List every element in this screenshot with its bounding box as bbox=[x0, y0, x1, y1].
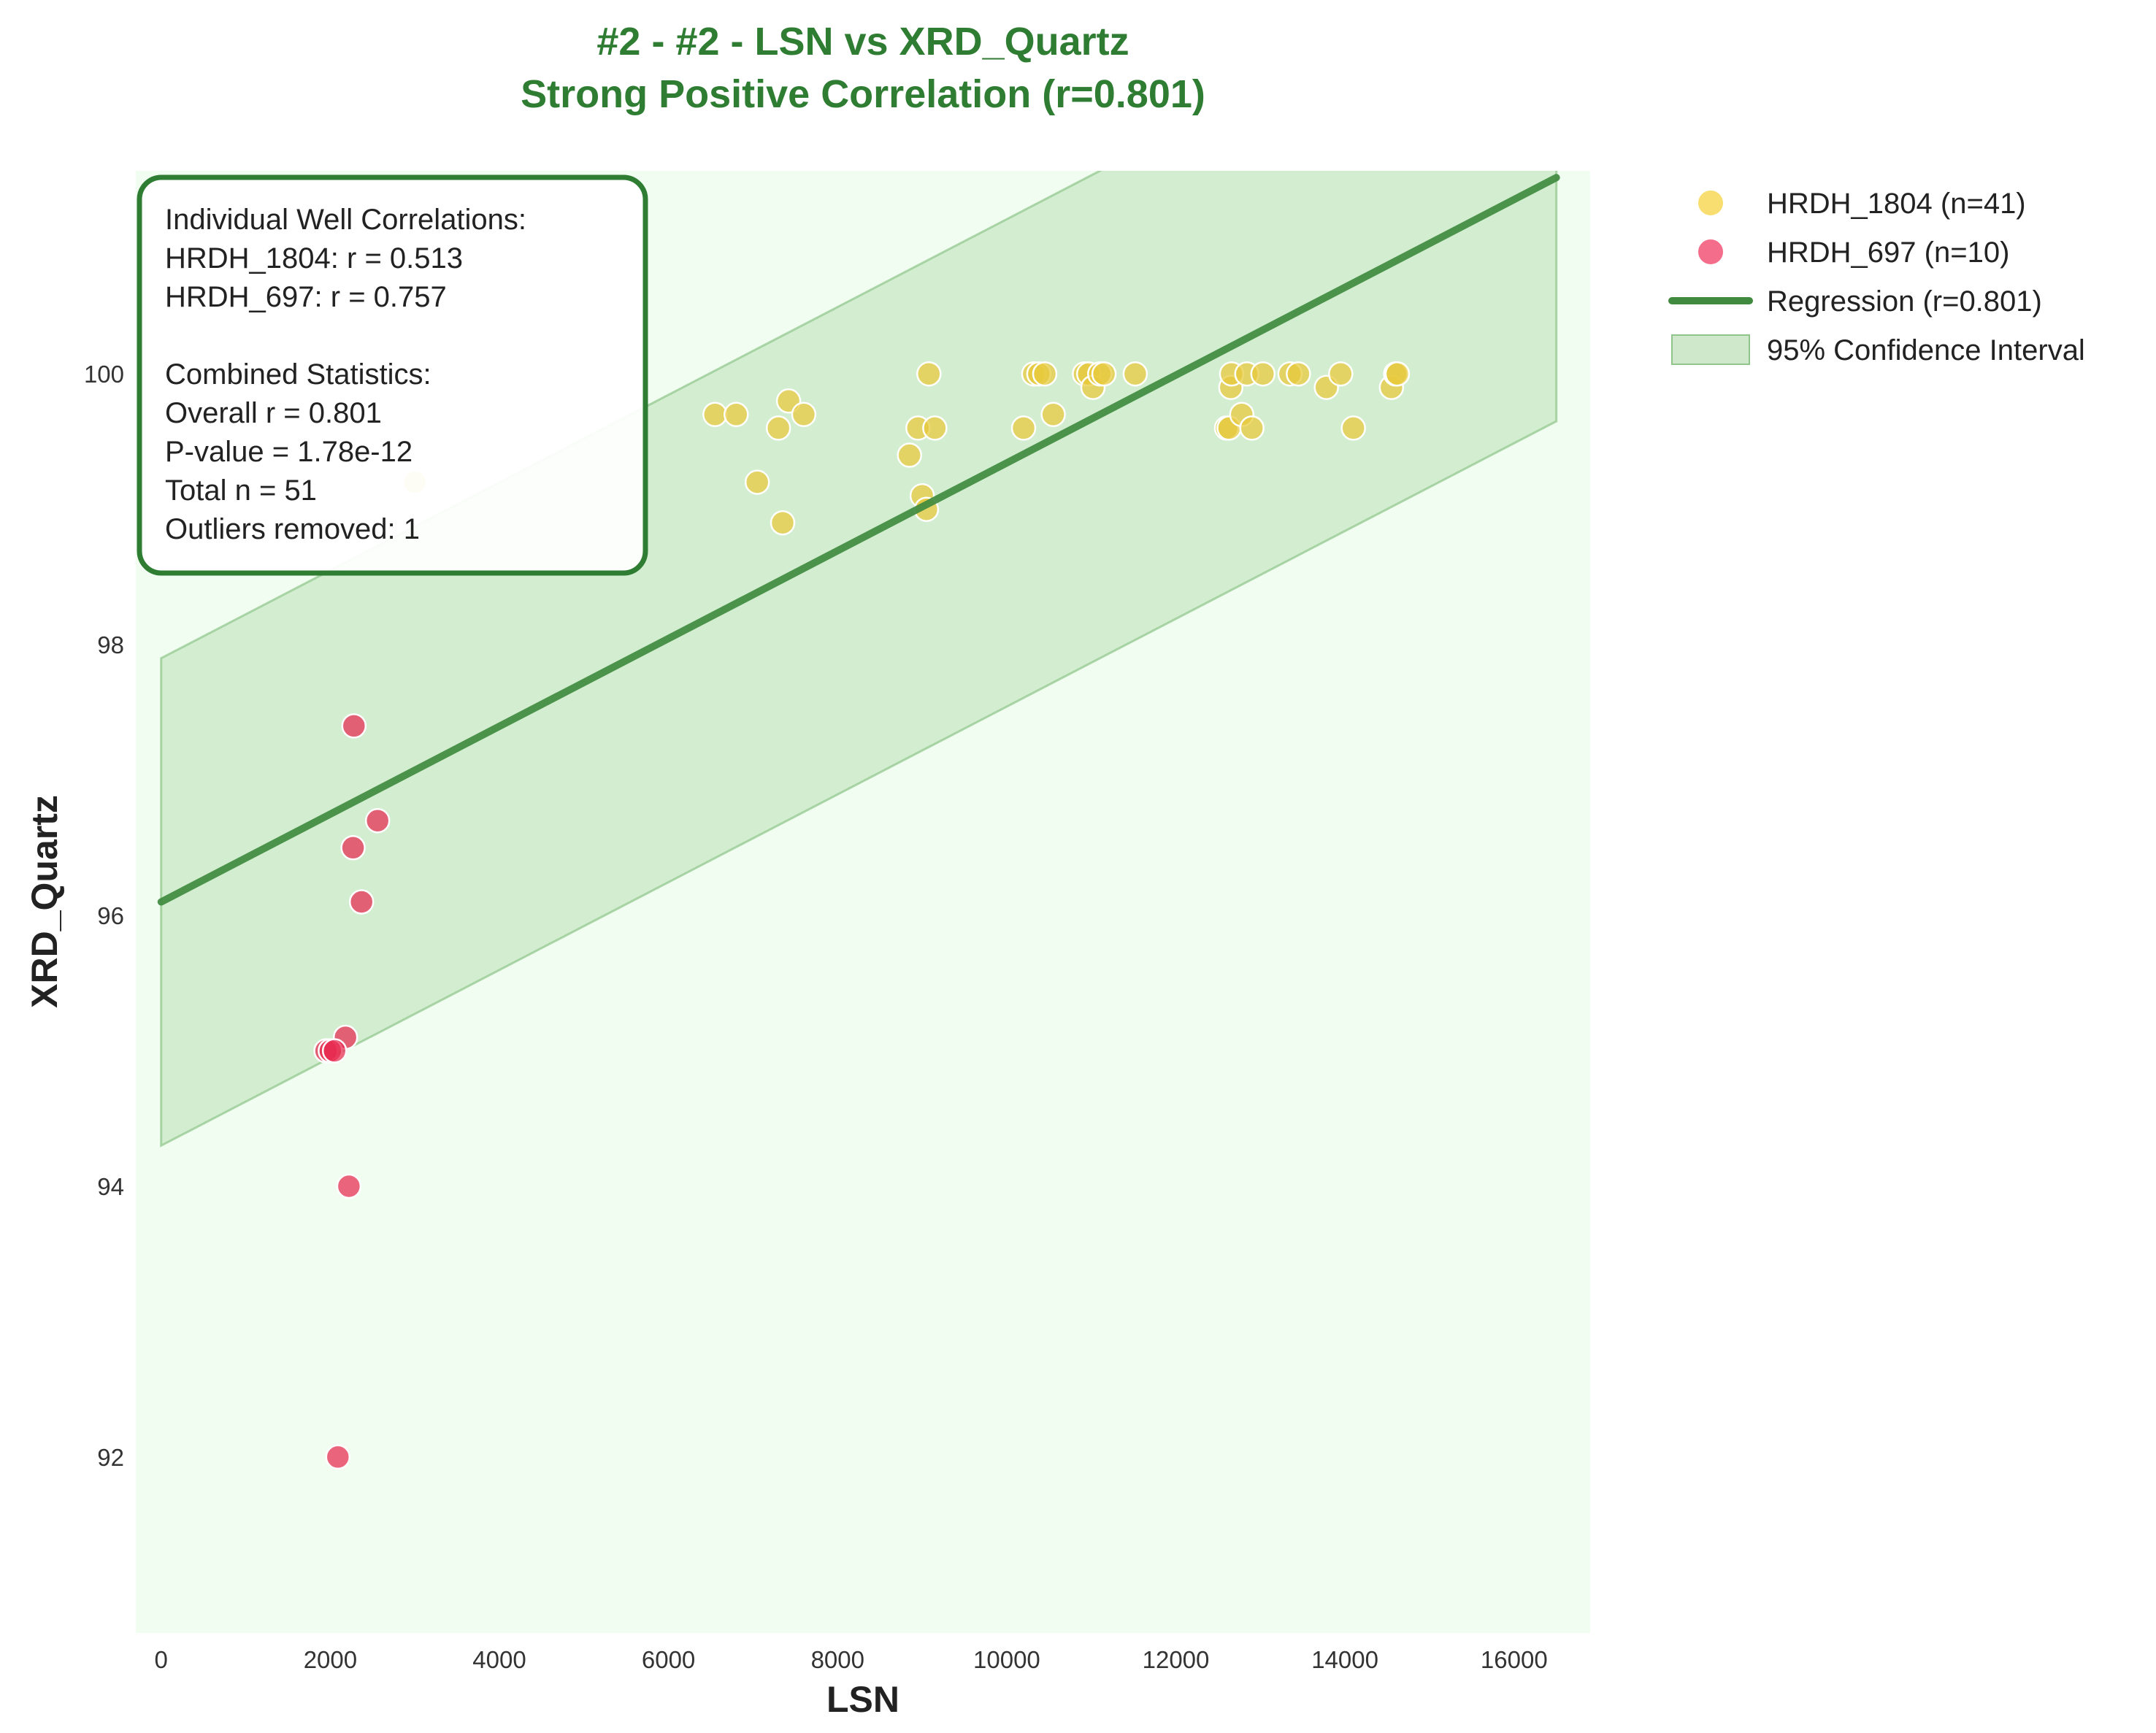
x-tick-label: 6000 bbox=[642, 1646, 695, 1673]
point-hrdh-697 bbox=[341, 713, 367, 739]
point-hrdh-697 bbox=[336, 1173, 362, 1199]
point-hrdh-1804 bbox=[791, 401, 817, 428]
statistics-line: Combined Statistics: bbox=[165, 358, 431, 391]
legend-label: HRDH_1804 (n=41) bbox=[1767, 188, 2026, 220]
x-tick-label: 2000 bbox=[304, 1646, 357, 1673]
point-hrdh-1804 bbox=[1286, 361, 1311, 387]
confidence-interval-band bbox=[160, 171, 1558, 1148]
point-hrdh-1804 bbox=[897, 442, 922, 468]
legend: HRDH_1804 (n=41) HRDH_697 (n=10) Regressio… bbox=[1668, 188, 2085, 366]
legend-patch bbox=[1671, 334, 1750, 365]
y-tick-label: 98 bbox=[97, 631, 124, 658]
point-hrdh-1804 bbox=[1340, 415, 1366, 441]
point-hrdh-1804 bbox=[702, 401, 728, 428]
statistics-box: Individual Well Correlations: HRDH_1804: … bbox=[137, 174, 648, 576]
point-hrdh-1804 bbox=[1239, 415, 1265, 441]
point-hrdh-697 bbox=[364, 807, 391, 834]
point-hrdh-697 bbox=[348, 889, 375, 915]
x-axis-label: LSN bbox=[826, 1679, 899, 1720]
point-hrdh-1804 bbox=[916, 361, 942, 387]
statistics-box-frame bbox=[137, 174, 648, 576]
y-tick-label: 94 bbox=[97, 1173, 124, 1200]
x-tick-label: 10000 bbox=[973, 1646, 1040, 1673]
y-tick-label: 100 bbox=[84, 361, 124, 388]
point-hrdh-1804 bbox=[765, 415, 791, 441]
legend-marker bbox=[1697, 189, 1725, 217]
y-axis-ticks: 92 94 96 98 100 bbox=[84, 361, 124, 1471]
statistics-line: P-value = 1.78e-12 bbox=[165, 436, 413, 468]
point-hrdh-697 bbox=[340, 835, 366, 861]
statistics-line: HRDH_697: r = 0.757 bbox=[165, 281, 447, 313]
statistics-line: HRDH_1804: r = 0.513 bbox=[165, 242, 463, 274]
chart-title-line-2: Strong Positive Correlation (r=0.801) bbox=[521, 72, 1205, 116]
statistics-line: Overall r = 0.801 bbox=[165, 397, 382, 429]
point-hrdh-697 bbox=[321, 1038, 348, 1064]
point-hrdh-1804 bbox=[770, 510, 796, 536]
point-hrdh-1804 bbox=[1250, 361, 1276, 387]
statistics-line: Individual Well Correlations: bbox=[165, 204, 526, 236]
x-tick-label: 16000 bbox=[1481, 1646, 1548, 1673]
x-axis-ticks: 0 2000 4000 6000 8000 10000 12000 14000 16000 bbox=[155, 1646, 1548, 1673]
point-hrdh-1804 bbox=[1010, 415, 1037, 441]
statistics-line: Total n = 51 bbox=[165, 474, 317, 507]
legend-label: HRDH_697 (n=10) bbox=[1767, 237, 2009, 269]
x-tick-label: 8000 bbox=[811, 1646, 864, 1673]
x-tick-label: 0 bbox=[155, 1646, 168, 1673]
y-tick-label: 96 bbox=[97, 902, 124, 929]
point-hrdh-1804 bbox=[1091, 361, 1117, 387]
chart-title-line-1: #2 - #2 - LSN vs XRD_Quartz bbox=[596, 20, 1129, 64]
statistics-line: Outliers removed: 1 bbox=[165, 513, 420, 545]
point-hrdh-1804 bbox=[1032, 361, 1058, 387]
y-tick-label: 92 bbox=[97, 1444, 124, 1471]
regression-line bbox=[157, 174, 1560, 906]
x-tick-label: 14000 bbox=[1311, 1646, 1378, 1673]
legend-label: 95% Confidence Interval bbox=[1767, 334, 2085, 366]
point-hrdh-1804 bbox=[922, 415, 948, 441]
point-hrdh-1804 bbox=[1122, 361, 1148, 387]
legend-label: Regression (r=0.801) bbox=[1767, 285, 2042, 318]
x-tick-label: 4000 bbox=[472, 1646, 526, 1673]
point-hrdh-1804 bbox=[1384, 361, 1411, 387]
x-tick-label: 12000 bbox=[1143, 1646, 1210, 1673]
point-hrdh-1804 bbox=[724, 401, 749, 428]
point-hrdh-1804 bbox=[1328, 361, 1354, 387]
point-hrdh-1804 bbox=[1040, 401, 1066, 428]
y-axis-label: XRD_Quartz bbox=[24, 795, 65, 1008]
point-hrdh-697 bbox=[325, 1444, 351, 1470]
legend-marker bbox=[1697, 238, 1725, 266]
point-hrdh-1804 bbox=[744, 469, 770, 495]
